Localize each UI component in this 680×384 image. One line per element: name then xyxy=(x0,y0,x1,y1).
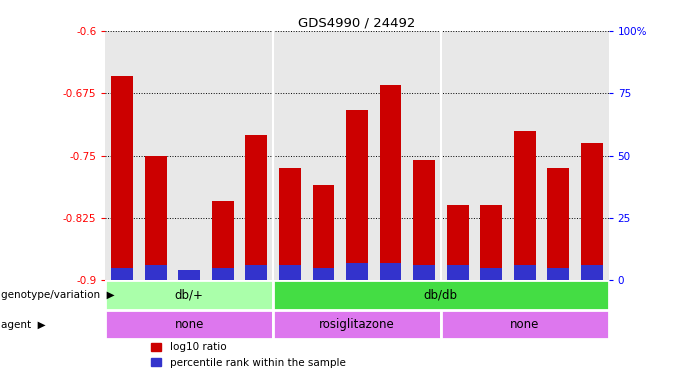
Bar xyxy=(313,185,335,280)
Bar xyxy=(112,76,133,280)
Bar xyxy=(279,265,301,280)
Text: none: none xyxy=(175,318,204,331)
Text: db/db: db/db xyxy=(424,288,458,301)
Bar xyxy=(279,168,301,280)
Legend: log10 ratio, percentile rank within the sample: log10 ratio, percentile rank within the … xyxy=(151,343,345,368)
Bar xyxy=(273,310,441,339)
Text: genotype/variation  ▶: genotype/variation ▶ xyxy=(1,290,114,300)
Title: GDS4990 / 24492: GDS4990 / 24492 xyxy=(299,17,415,30)
Bar xyxy=(379,263,401,280)
Text: rosiglitazone: rosiglitazone xyxy=(319,318,395,331)
Bar xyxy=(447,205,469,280)
Bar xyxy=(547,168,569,280)
Text: agent  ▶: agent ▶ xyxy=(1,319,46,329)
Text: none: none xyxy=(510,318,539,331)
Bar xyxy=(313,268,335,280)
Bar xyxy=(581,265,602,280)
Bar xyxy=(447,265,469,280)
Bar xyxy=(178,270,200,280)
Bar xyxy=(480,268,502,280)
Bar xyxy=(273,280,609,310)
Bar xyxy=(112,268,133,280)
Bar xyxy=(145,265,167,280)
Bar xyxy=(212,268,234,280)
Bar xyxy=(212,201,234,280)
Bar xyxy=(245,265,267,280)
Bar xyxy=(413,160,435,280)
Bar xyxy=(379,85,401,280)
Bar xyxy=(145,156,167,280)
Bar xyxy=(105,280,273,310)
Text: db/+: db/+ xyxy=(175,288,204,301)
Bar xyxy=(480,205,502,280)
Bar xyxy=(514,265,536,280)
Bar xyxy=(441,310,609,339)
Bar xyxy=(547,268,569,280)
Bar xyxy=(105,310,273,339)
Bar xyxy=(346,263,368,280)
Bar xyxy=(346,110,368,280)
Bar xyxy=(178,276,200,280)
Bar xyxy=(413,265,435,280)
Bar xyxy=(514,131,536,280)
Bar xyxy=(581,143,602,280)
Bar xyxy=(245,135,267,280)
